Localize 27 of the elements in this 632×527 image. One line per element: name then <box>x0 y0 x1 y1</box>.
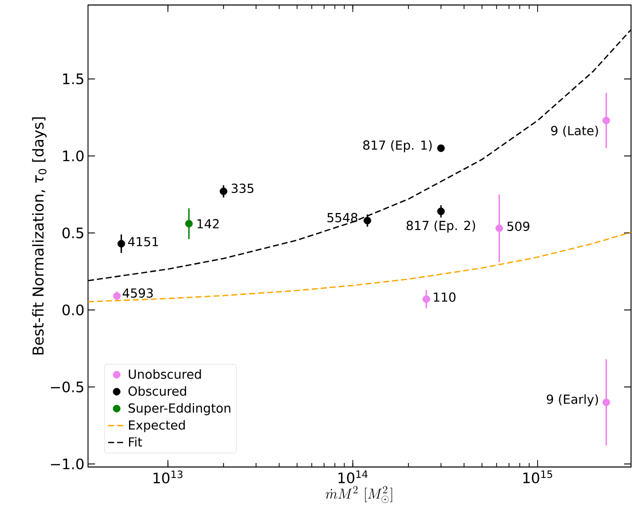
x-axis-title: $\dot{m}M^{2}\ [M_{\odot}^{2}]$ <box>326 486 392 503</box>
annotation: 817 (Ep. 1) <box>363 140 432 152</box>
x-tick-label: 10$^{15}$ <box>523 470 552 484</box>
y-tick-label: 0.5 <box>62 227 84 238</box>
x-tick-label: 10$^{14}$ <box>338 470 368 484</box>
legend-label: Super-Eddington <box>128 403 230 416</box>
annotation: 509 <box>507 222 530 232</box>
annotation: 817 (Ep. 2) <box>406 220 476 233</box>
legend-label: Obscured <box>128 386 186 396</box>
y-tick-label: −1.0 <box>50 458 84 470</box>
legend-label: Fit <box>129 436 142 446</box>
y-tick-label: 0.0 <box>62 304 84 316</box>
annotation: 4151 <box>128 237 158 246</box>
annotation: 142 <box>198 219 219 228</box>
y-axis-title: Best-fit Normalization, τ$_{0}$ [days] <box>32 117 47 354</box>
annotation: 4593 <box>122 288 153 298</box>
x-tick-label: 10$^{13}$ <box>154 470 182 484</box>
annotation: 5548 <box>327 212 358 222</box>
annotation: 110 <box>434 292 456 302</box>
y-tick-label: 1.5 <box>63 74 84 84</box>
annotation: 335 <box>232 184 254 194</box>
legend-label: Expected <box>129 420 185 432</box>
annotation: 9 (Early) <box>546 394 598 406</box>
legend-label: Unobscured <box>128 369 201 379</box>
y-tick-label: 1.0 <box>63 150 84 162</box>
annotation: 9 (Late) <box>551 126 598 137</box>
y-tick-label: −0.5 <box>50 381 84 392</box>
